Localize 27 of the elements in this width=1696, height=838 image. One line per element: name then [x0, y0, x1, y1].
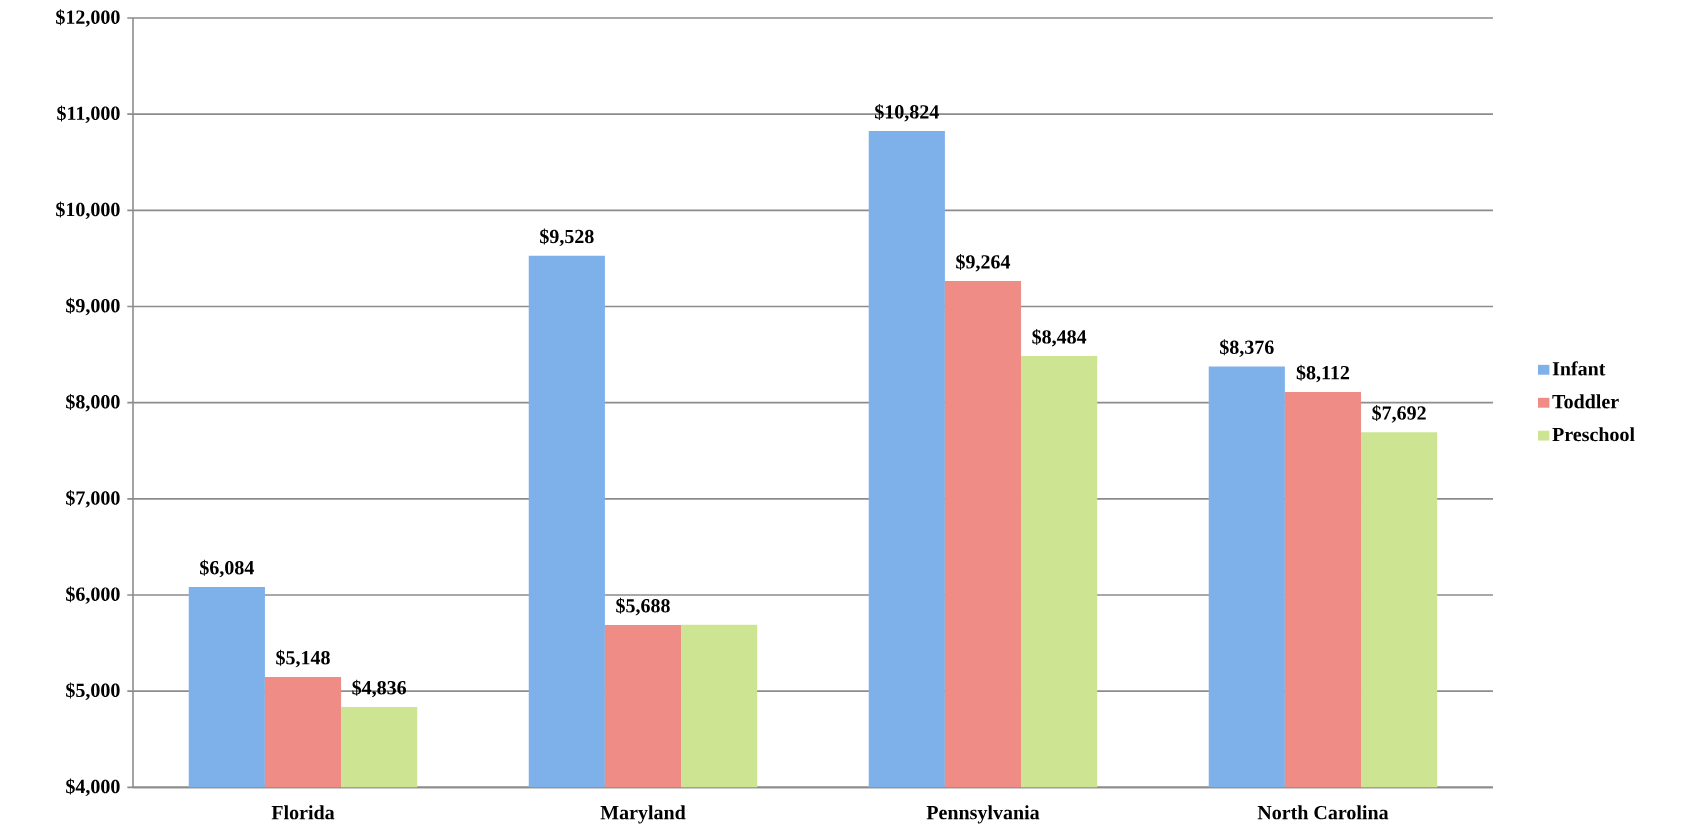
legend-label: Infant [1552, 361, 1606, 376]
y-tick-label: $11,000 [57, 105, 120, 123]
data-label: $8,376 [1220, 339, 1274, 357]
data-label: $10,824 [875, 103, 939, 122]
data-label: $8,484 [1032, 328, 1087, 347]
legend-label: Preschool [1552, 427, 1635, 442]
y-tick-label: $8,000 [66, 393, 120, 412]
y-tick-label: $9,000 [66, 297, 120, 316]
y-tick-label: $10,000 [56, 201, 120, 219]
data-label: $9,264 [956, 253, 1011, 272]
x-tick-label: Florida [271, 805, 335, 820]
data-label: $4,836 [352, 679, 407, 698]
y-tick-label: $6,000 [66, 586, 120, 604]
data-label: $8,112 [1296, 364, 1350, 383]
x-tick-label: Maryland [600, 805, 686, 824]
legend-label: Toddler [1552, 394, 1619, 409]
x-tick-label: North Carolina [1257, 805, 1389, 820]
y-tick-label: $5,000 [66, 682, 120, 700]
y-tick-label: $7,000 [66, 489, 120, 508]
data-label: $7,692 [1372, 404, 1426, 423]
data-label: $9,528 [540, 228, 594, 246]
y-tick-label: $12,000 [56, 9, 120, 27]
x-tick-label: Pennsylvania [926, 805, 1040, 824]
y-tick-label: $4,000 [66, 778, 120, 796]
data-label: $6,084 [200, 559, 254, 578]
data-label: $5,148 [276, 649, 330, 668]
data-label: $5,688 [616, 597, 670, 616]
